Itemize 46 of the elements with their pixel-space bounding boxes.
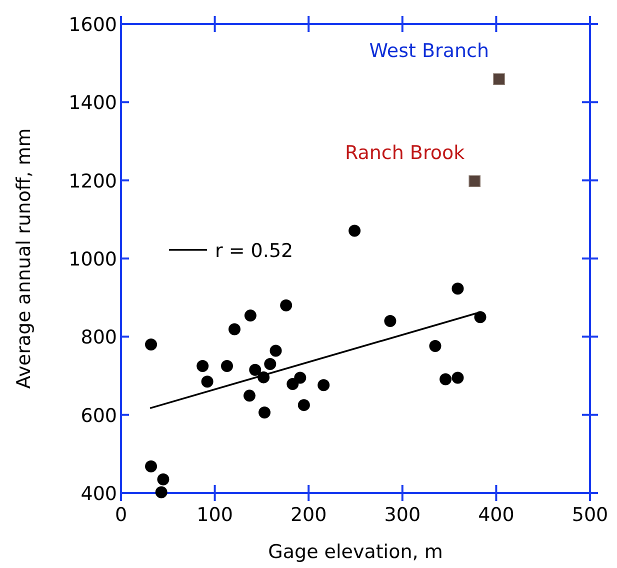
point xyxy=(196,360,209,372)
point xyxy=(348,224,361,237)
y-tick-label: 1600 xyxy=(68,14,117,36)
point xyxy=(429,340,442,352)
x-tick-label: 300 xyxy=(384,504,421,526)
y-tick-label: 1200 xyxy=(68,170,117,192)
point xyxy=(244,310,256,322)
point xyxy=(493,73,505,86)
y-tick-label: 1400 xyxy=(68,92,117,114)
y-tick-label: 400 xyxy=(80,483,117,505)
point xyxy=(258,406,271,418)
point xyxy=(270,344,282,357)
x-tick-label: 100 xyxy=(196,504,233,526)
point xyxy=(201,376,214,388)
point xyxy=(220,360,233,372)
point xyxy=(228,323,240,336)
point xyxy=(244,390,256,402)
x-axis-title: Gage elevation, m xyxy=(268,541,443,563)
point xyxy=(452,282,464,295)
point xyxy=(384,315,396,328)
annotation: Ranch Brook xyxy=(344,142,465,164)
x-tick-label: 500 xyxy=(572,504,608,526)
point xyxy=(264,358,276,370)
x-tick-label: 400 xyxy=(478,504,514,526)
point xyxy=(474,311,486,324)
point xyxy=(286,378,299,390)
legend-label: r = 0.52 xyxy=(215,240,294,262)
y-tick-label: 600 xyxy=(80,404,117,427)
point xyxy=(298,399,310,412)
point xyxy=(157,473,170,486)
point xyxy=(440,373,452,386)
y-tick-label: 1000 xyxy=(68,248,117,270)
point xyxy=(452,372,464,384)
point xyxy=(249,364,262,376)
point xyxy=(318,379,330,392)
point xyxy=(145,460,158,472)
point xyxy=(280,299,292,312)
y-tick-label: 800 xyxy=(80,326,117,349)
point xyxy=(145,338,158,350)
x-tick-label: 200 xyxy=(290,504,327,526)
point xyxy=(468,175,481,188)
x-tick-label: 0 xyxy=(114,504,128,526)
point xyxy=(294,372,306,384)
y-axis-title: Average annual runoff, mm xyxy=(13,128,35,389)
point xyxy=(155,486,168,498)
annotation: West Branch xyxy=(369,40,490,62)
